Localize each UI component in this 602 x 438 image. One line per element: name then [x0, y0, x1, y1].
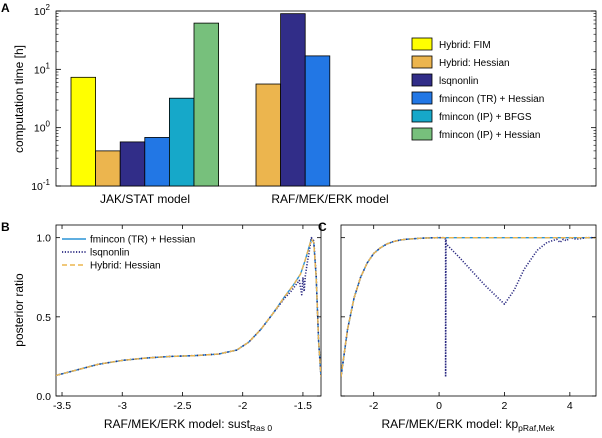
- legend-label: Hybrid: Hessian: [439, 58, 510, 69]
- panel-a-y-ticks: 10-1 100 101 102: [31, 3, 596, 193]
- panel-c-xlabel-main: RAF/MEK/ERK model: kp: [381, 417, 518, 431]
- legend-label: Hybrid: Hessian: [90, 261, 161, 272]
- bar-1-3: [304, 55, 331, 187]
- panel-c-xlabel: RAF/MEK/ERK model: kppRaf,Mek: [381, 417, 555, 433]
- panel-b-y-ticks: 0.0 0.5 1.0: [36, 233, 321, 403]
- panel-a-categories: JAK/STAT model RAF/MEK/ERK model: [100, 192, 389, 206]
- legend-label: fmincon (TR) + Hessian: [439, 94, 544, 105]
- y-tick-label: 102: [34, 3, 51, 18]
- legend-swatch: [411, 37, 433, 51]
- legend-swatch: [411, 127, 433, 141]
- panel-b-axes-box: [55, 224, 322, 397]
- panel-label-b: B: [1, 220, 10, 234]
- panel-b-legend: fmincon (TR) + Hessian lsqnonlin Hybrid: H…: [60, 229, 210, 275]
- y-tick-label: 0.0: [36, 391, 51, 403]
- panel-a-ylabel: computation time [h]: [12, 45, 26, 153]
- panel-label-a: A: [1, 1, 10, 15]
- y-tick-label: 101: [34, 61, 51, 76]
- y-tick-label: 1.0: [36, 233, 51, 245]
- x-tick-label: -2: [369, 400, 378, 412]
- legend-swatch: [411, 109, 433, 123]
- legend-label: fmincon (IP) + Hessian: [439, 130, 540, 141]
- panel-c-xlabel-subscript: pRaf,Mek: [518, 423, 555, 433]
- panel-a-bars: [70, 13, 331, 187]
- bar-0-1: [95, 150, 121, 187]
- legend-label: fmincon (IP) + BFGS: [439, 112, 532, 123]
- panel-c-x-ticks: -2 0 2 4: [341, 225, 596, 412]
- bar-1-1: [255, 83, 282, 187]
- panel-c-line-chart: -2 0 2 4 RAF/MEK/ERK model: kppRaf,Mek: [340, 224, 597, 433]
- bar-0-5: [193, 22, 220, 187]
- legend-swatch: [411, 73, 433, 87]
- panel-b-xlabel-subscript: Ras 0: [250, 423, 272, 433]
- panel-c-lines: [341, 236, 596, 378]
- panel-b-line-chart: -3.5 -3 -2.5 -2 -1.5 0.0 0.5 1.0 posterior rat…: [12, 224, 322, 433]
- category-label: JAK/STAT model: [100, 192, 190, 206]
- bar-0-2: [119, 141, 146, 187]
- x-tick-label: -3: [118, 400, 127, 412]
- legend-label: lsqnonlin: [439, 76, 478, 87]
- x-tick-label: 0: [436, 400, 442, 412]
- x-tick-label: -1.5: [294, 400, 312, 412]
- panel-a-legend-box: [408, 34, 560, 148]
- panel-a-bar-chart: 10-1 100 101 102 JAK/STAT model RAF/MEK/ERK …: [12, 3, 597, 206]
- panel-c-axes-box: [340, 224, 597, 397]
- series-line-dashed: [341, 236, 596, 378]
- legend-label: Hybrid: FIM: [439, 40, 491, 51]
- x-tick-label: -3.5: [53, 400, 71, 412]
- y-tick-label: 0.5: [36, 312, 51, 324]
- legend-label: fmincon (TR) + Hessian: [90, 235, 195, 246]
- panel-b-xlabel: RAF/MEK/ERK model: sustRas 0: [104, 417, 273, 433]
- y-tick-label: 10-1: [31, 178, 50, 193]
- series-line-solid: [341, 236, 596, 378]
- panel-a-legend: Hybrid: FIM Hybrid: Hessian lsqnonlin fminc…: [408, 34, 560, 148]
- legend-label: lsqnonlin: [90, 248, 129, 259]
- x-tick-label: -2.5: [173, 400, 191, 412]
- bar-0-3: [144, 137, 170, 187]
- category-label: RAF/MEK/ERK model: [271, 192, 388, 206]
- y-tick-label: 100: [34, 120, 51, 135]
- series-line-dotted: [341, 236, 596, 378]
- bar-0-4: [168, 97, 195, 187]
- bar-1-2: [280, 13, 306, 187]
- panel-b-ylabel: posterior ratio: [12, 273, 26, 347]
- bar-0-0: [70, 76, 97, 187]
- panel-b-lines: [56, 236, 321, 378]
- panel-b-x-ticks: -3.5 -3 -2.5 -2 -1.5: [53, 225, 312, 412]
- legend-swatch: [411, 55, 433, 69]
- series-line-dashed: [56, 238, 321, 378]
- legend-swatch: [411, 91, 433, 105]
- panel-label-c: C: [318, 220, 327, 234]
- x-tick-label: -2: [238, 400, 247, 412]
- x-tick-label: 4: [567, 400, 573, 412]
- panel-b-xlabel-main: RAF/MEK/ERK model: sust: [104, 417, 251, 431]
- x-tick-label: 2: [502, 400, 508, 412]
